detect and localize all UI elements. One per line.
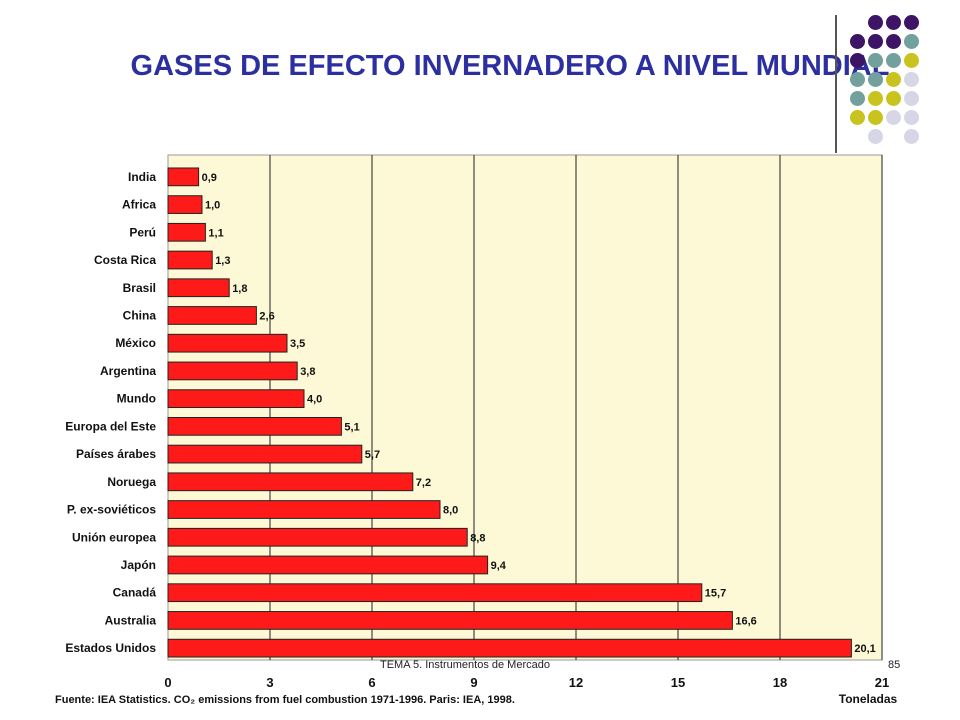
bar	[167, 638, 852, 658]
bar-value-label: 8,8	[470, 532, 485, 544]
bar	[167, 361, 298, 381]
x-tick-label: 21	[875, 675, 889, 690]
bar-value-label: 15,7	[705, 588, 726, 600]
category-label: Mundo	[117, 392, 156, 406]
bar	[167, 444, 363, 464]
decor-dot	[850, 34, 865, 49]
decor-dot	[850, 72, 865, 87]
category-label: Australia	[105, 613, 157, 627]
category-label: Noruega	[107, 475, 156, 489]
bar-value-label: 0,9	[202, 172, 217, 184]
decor-dot	[868, 129, 883, 144]
slide-title: GASES DE EFECTO INVERNADERO A NIVEL MUND…	[130, 50, 890, 82]
category-label: India	[128, 170, 156, 184]
x-tick-label: 12	[569, 675, 583, 690]
bar-value-label: 7,2	[416, 477, 431, 489]
bar	[167, 278, 230, 298]
bar-value-label: 1,0	[205, 200, 220, 212]
decor-dot	[868, 34, 883, 49]
bar-value-label: 1,1	[208, 227, 223, 239]
decor-dot	[850, 110, 865, 125]
bar	[167, 416, 342, 436]
bar	[167, 333, 288, 353]
bar-value-label: 1,3	[215, 255, 230, 267]
x-tick-label: 18	[773, 675, 787, 690]
category-label: China	[123, 308, 157, 322]
page-number: 85	[888, 659, 901, 671]
bar	[167, 389, 305, 409]
decor-dot	[868, 91, 883, 106]
bar	[167, 306, 257, 325]
bar-value-label: 3,8	[300, 366, 315, 378]
decor-dot	[868, 53, 883, 68]
decor-dot	[904, 110, 919, 125]
category-label: Unión europea	[72, 530, 156, 544]
decor-dot	[850, 53, 865, 68]
bar	[167, 500, 441, 519]
bar-value-label: 2,6	[259, 310, 274, 322]
category-label: Brasil	[123, 281, 156, 295]
decor-dot	[904, 15, 919, 30]
decor-dot	[886, 91, 901, 106]
bar	[167, 195, 203, 214]
decor-dot	[886, 15, 901, 30]
category-label: Japón	[121, 558, 156, 572]
x-tick-label: 9	[470, 675, 477, 690]
chart-source: Fuente: IEA Statistics. CO₂ emissions fr…	[55, 694, 515, 706]
category-label: Perú	[129, 225, 156, 239]
footer-text: TEMA 5. Instrumentos de Mercado	[380, 659, 550, 671]
bar-value-label: 9,4	[491, 560, 507, 572]
decor-dot	[904, 34, 919, 49]
decor-dot	[886, 110, 901, 125]
x-tick-label: 15	[671, 675, 685, 690]
decor-dot	[850, 91, 865, 106]
decor-dot	[904, 129, 919, 144]
bar	[167, 167, 200, 187]
decor-dot	[886, 53, 901, 68]
decor-divider	[835, 15, 837, 153]
category-label: Argentina	[100, 364, 156, 378]
category-label: México	[115, 336, 156, 350]
bar-value-label: 1,8	[232, 283, 247, 295]
category-label: Canadá	[113, 586, 157, 600]
bar	[167, 583, 703, 603]
bar-value-label: 16,6	[735, 615, 756, 627]
category-label: Estados Unidos	[65, 641, 156, 655]
bar	[167, 250, 213, 270]
decor-dot	[904, 53, 919, 68]
bar-value-label: 5,1	[344, 421, 359, 433]
category-label: Países árabes	[76, 447, 156, 461]
bar-value-label: 4,0	[307, 394, 322, 406]
decor-dot	[904, 72, 919, 87]
bar	[167, 611, 733, 630]
bar-value-label: 3,5	[290, 338, 305, 350]
x-tick-label: 0	[164, 675, 171, 690]
x-axis-label: Toneladas	[839, 692, 898, 706]
decor-dot	[886, 72, 901, 87]
category-label: Europa del Este	[65, 419, 156, 433]
category-label: Africa	[122, 198, 156, 212]
x-tick-label: 3	[266, 675, 273, 690]
bar	[167, 222, 206, 242]
decor-dot	[868, 15, 883, 30]
x-tick-label: 6	[368, 675, 375, 690]
decor-dot	[868, 72, 883, 87]
decor-dot	[868, 110, 883, 125]
decor-dot	[886, 34, 901, 49]
bar	[167, 555, 489, 575]
category-label: P. ex-soviéticos	[67, 503, 156, 517]
bar-value-label: 5,7	[365, 449, 380, 461]
bar-value-label: 8,0	[443, 505, 458, 517]
bar-value-label: 20,1	[854, 643, 875, 655]
category-label: Costa Rica	[94, 253, 156, 267]
decor-dot	[904, 91, 919, 106]
bar	[167, 472, 414, 492]
bar	[167, 527, 468, 547]
